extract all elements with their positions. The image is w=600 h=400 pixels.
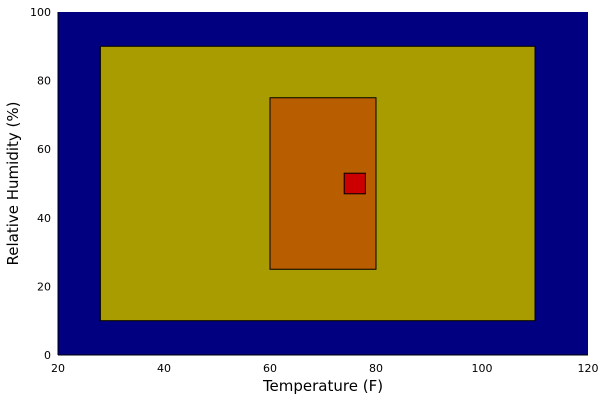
x-ticks: 20 40 60 80 100 120 bbox=[51, 362, 599, 375]
x-axis-title: Temperature (F) bbox=[262, 377, 383, 395]
y-axis-title: Relative Humidity (%) bbox=[4, 102, 22, 266]
x-tick-label: 80 bbox=[369, 362, 383, 375]
region-rect-3 bbox=[343, 172, 366, 195]
y-tick-label: 40 bbox=[37, 212, 51, 225]
y-tick-label: 60 bbox=[37, 143, 51, 156]
x-tick-label: 40 bbox=[157, 362, 171, 375]
x-tick-label: 20 bbox=[51, 362, 65, 375]
y-ticks: 0 20 40 60 80 100 bbox=[30, 6, 51, 362]
y-tick-label: 100 bbox=[30, 6, 51, 19]
x-tick-label: 60 bbox=[263, 362, 277, 375]
x-tick-label: 100 bbox=[472, 362, 493, 375]
y-tick-label: 20 bbox=[37, 280, 51, 293]
y-tick-label: 80 bbox=[37, 75, 51, 88]
x-tick-label: 120 bbox=[578, 362, 599, 375]
axes bbox=[57, 12, 588, 356]
y-tick-label: 0 bbox=[44, 349, 51, 362]
regions bbox=[99, 45, 536, 322]
